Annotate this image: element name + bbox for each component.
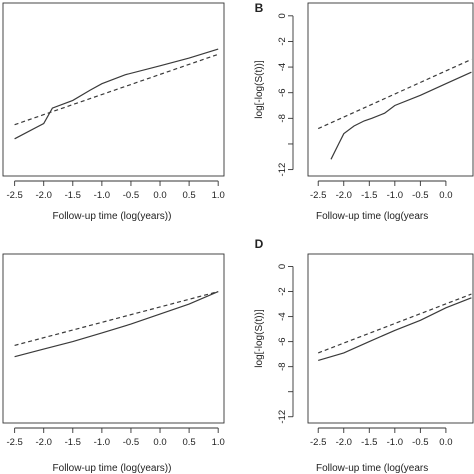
x-tick-label-c: 0.5 — [182, 437, 195, 448]
x-tick-label-c: 1.0 — [212, 437, 225, 448]
fitted-line-b — [317, 58, 472, 130]
plot-frame-c — [2, 253, 225, 424]
y-tick-label-d: 0 — [277, 264, 288, 269]
y-tick-label-b: -4 — [277, 63, 288, 71]
x-tick-label-c: 0.0 — [153, 437, 166, 448]
x-tick-label-a: 0.5 — [182, 190, 195, 201]
y-axis-title-d: log[-log(S(t))] — [254, 309, 265, 368]
x-tick-label-b: -1.5 — [361, 190, 377, 201]
x-tick-label-b: -2.5 — [310, 190, 326, 201]
x-axis-title-d: Follow-up time (log(years — [316, 463, 428, 474]
x-axis-title-b: Follow-up time (log(years — [316, 211, 428, 222]
x-axis-title-a: Follow-up time (log(years)) — [53, 211, 172, 222]
x-tick-label-d: -2.5 — [310, 437, 326, 448]
panel-a: -2.5 -2.0 -1.5 -1.0 -0.5 0.0 0.5 1.0 Follow-up t… — [2, 2, 225, 222]
x-tick-label-b: -1.0 — [387, 190, 403, 201]
x-tick-label-a: 0.0 — [153, 190, 166, 201]
x-tick-label-a: -1.5 — [65, 190, 81, 201]
x-tick-label-c: -1.0 — [94, 437, 110, 448]
panel-c: -2.5 -2.0 -1.5 -1.0 -0.5 0.0 0.5 1.0 Follow-up t… — [2, 253, 225, 474]
x-tick-label-b: -2.0 — [336, 190, 352, 201]
x-tick-label-a: -1.0 — [94, 190, 110, 201]
x-tick-label-c: -1.5 — [65, 437, 81, 448]
plot-frame-b — [307, 2, 474, 177]
panel-letter-d: D — [255, 237, 264, 251]
y-tick-label-b: -12 — [277, 163, 288, 177]
y-tick-label-b: -6 — [277, 88, 288, 96]
y-tick-label-d: -6 — [277, 337, 288, 345]
y-tick-label-d: -4 — [277, 312, 288, 320]
fitted-line-a — [14, 53, 219, 126]
observed-line-c — [14, 291, 219, 358]
observed-line-a — [14, 48, 219, 140]
x-tick-label-d: -1.5 — [361, 437, 377, 448]
x-tick-label-a: -0.5 — [123, 190, 139, 201]
y-tick-label-b: -8 — [277, 114, 288, 122]
y-tick-label-b: 0 — [277, 13, 288, 18]
x-tick-label-a: -2.0 — [36, 190, 52, 201]
y-tick-label-d: -2 — [277, 287, 288, 295]
x-tick-label-c: -2.0 — [36, 437, 52, 448]
x-tick-label-b: -0.5 — [412, 190, 428, 201]
panel-d: -2.5 -2.0 -1.5 -1.0 -0.5 0.0 Follow-up time (l… — [254, 237, 474, 474]
observed-line-d — [318, 297, 472, 361]
x-tick-label-d: 0.0 — [439, 437, 452, 448]
y-tick-label-b: -2 — [277, 37, 288, 45]
y-tick-label-d: -8 — [277, 362, 288, 370]
x-tick-label-d: -2.0 — [336, 437, 352, 448]
observed-line-b — [330, 71, 472, 160]
x-tick-label-c: -2.5 — [6, 437, 22, 448]
x-tick-label-a: -2.5 — [6, 190, 22, 201]
fitted-line-c — [14, 291, 219, 346]
y-axis-title-b: log[-log(S(t))] — [254, 60, 265, 119]
panel-letter-b: B — [255, 1, 264, 15]
fitted-line-d — [317, 293, 472, 354]
plot-frame-d — [307, 253, 474, 424]
x-tick-label-d: -0.5 — [412, 437, 428, 448]
x-tick-label-b: 0.0 — [439, 190, 452, 201]
x-axis-title-c: Follow-up time (log(years)) — [53, 463, 172, 474]
x-tick-label-d: -1.0 — [387, 437, 403, 448]
y-tick-label-d: -12 — [277, 410, 288, 424]
x-tick-label-a: 1.0 — [212, 190, 225, 201]
plot-frame-a — [2, 2, 225, 177]
panel-b: -2.5 -2.0 -1.5 -1.0 -0.5 0.0 Follow-up time (l… — [254, 1, 474, 222]
x-tick-label-c: -0.5 — [123, 437, 139, 448]
